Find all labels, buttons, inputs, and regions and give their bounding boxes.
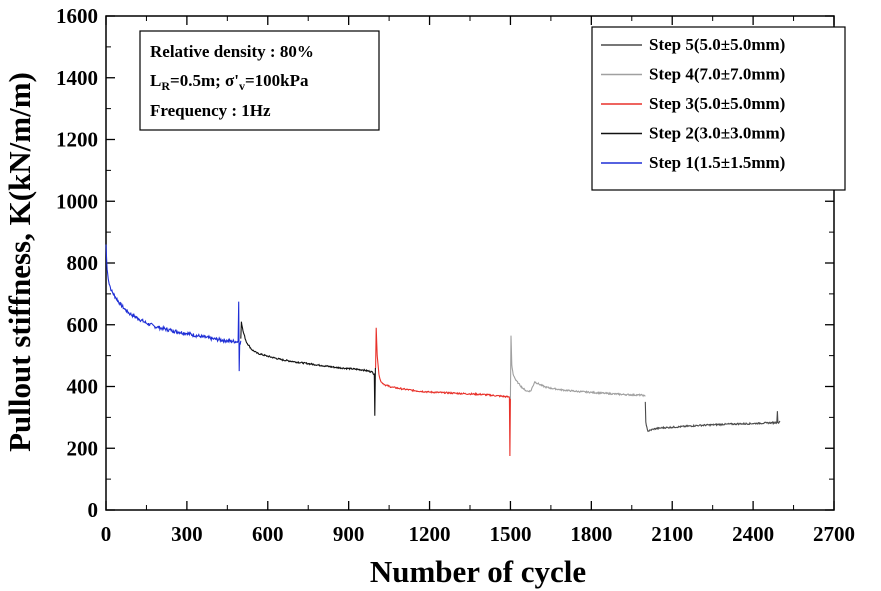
info-stress-subscript: v	[239, 79, 245, 93]
y-tick-label: 800	[67, 251, 99, 275]
legend-label: Step 4(7.0±7.0mm)	[649, 65, 785, 84]
y-axis-title: Pullout stiffness, K(kN/m/m)	[2, 72, 37, 452]
legend: Step 5(5.0±5.0mm) Step 4(7.0±7.0mm) Step 3…	[591, 26, 846, 191]
y-tick-label: 1200	[56, 128, 98, 152]
info-box: Relative density : 80% LR=0.5m; σ'v=100k…	[139, 30, 380, 131]
series-line	[105, 244, 242, 372]
x-tick-label: 900	[333, 522, 365, 546]
y-tick-label: 200	[67, 436, 99, 460]
info-box-frame	[139, 30, 380, 131]
info-length-value: =0.5m; σ'	[170, 71, 239, 90]
x-tick-label: 2100	[651, 522, 693, 546]
info-length-stress: LR=0.5m; σ'v=100kPa	[150, 71, 309, 93]
x-axis-title: Number of cycle	[370, 554, 586, 589]
x-tick-label: 300	[171, 522, 203, 546]
series-line	[375, 327, 511, 457]
x-tick-label: 2400	[732, 522, 774, 546]
y-tick-label: 1600	[56, 4, 98, 28]
legend-label: Step 2(3.0±3.0mm)	[649, 124, 785, 143]
x-tick-label: 1200	[409, 522, 451, 546]
y-tick-label: 1400	[56, 66, 98, 90]
legend-items: Step 5(5.0±5.0mm) Step 4(7.0±7.0mm) Step 3…	[601, 35, 785, 172]
x-tick-label: 1500	[489, 522, 531, 546]
x-tick-label: 1800	[570, 522, 612, 546]
legend-label: Step 5(5.0±5.0mm)	[649, 35, 785, 54]
series-layer	[105, 244, 781, 457]
info-frequency: Frequency : 1Hz	[150, 101, 271, 120]
series-line	[509, 335, 646, 399]
series-line	[644, 401, 781, 433]
info-relative-density: Relative density : 80%	[150, 42, 314, 61]
info-stress-value: =100kPa	[245, 71, 309, 90]
axis-tick-labels: 0 300 600 900 1200 1500 1800 2100 2400 2700 0 200 40…	[56, 4, 855, 546]
y-tick-label: 0	[88, 498, 99, 522]
y-tick-label: 400	[67, 375, 99, 399]
axis-ticks	[105, 15, 835, 511]
y-tick-label: 1000	[56, 189, 98, 213]
legend-label: Step 3(5.0±5.0mm)	[649, 94, 785, 113]
x-tick-label: 0	[101, 522, 112, 546]
x-tick-label: 2700	[813, 522, 855, 546]
series-line	[240, 321, 377, 416]
x-tick-label: 600	[252, 522, 284, 546]
y-tick-label: 600	[67, 313, 99, 337]
legend-label: Step 1(1.5±1.5mm)	[649, 153, 785, 172]
info-length-subscript: R	[161, 79, 170, 93]
info-length-symbol: L	[150, 71, 161, 90]
